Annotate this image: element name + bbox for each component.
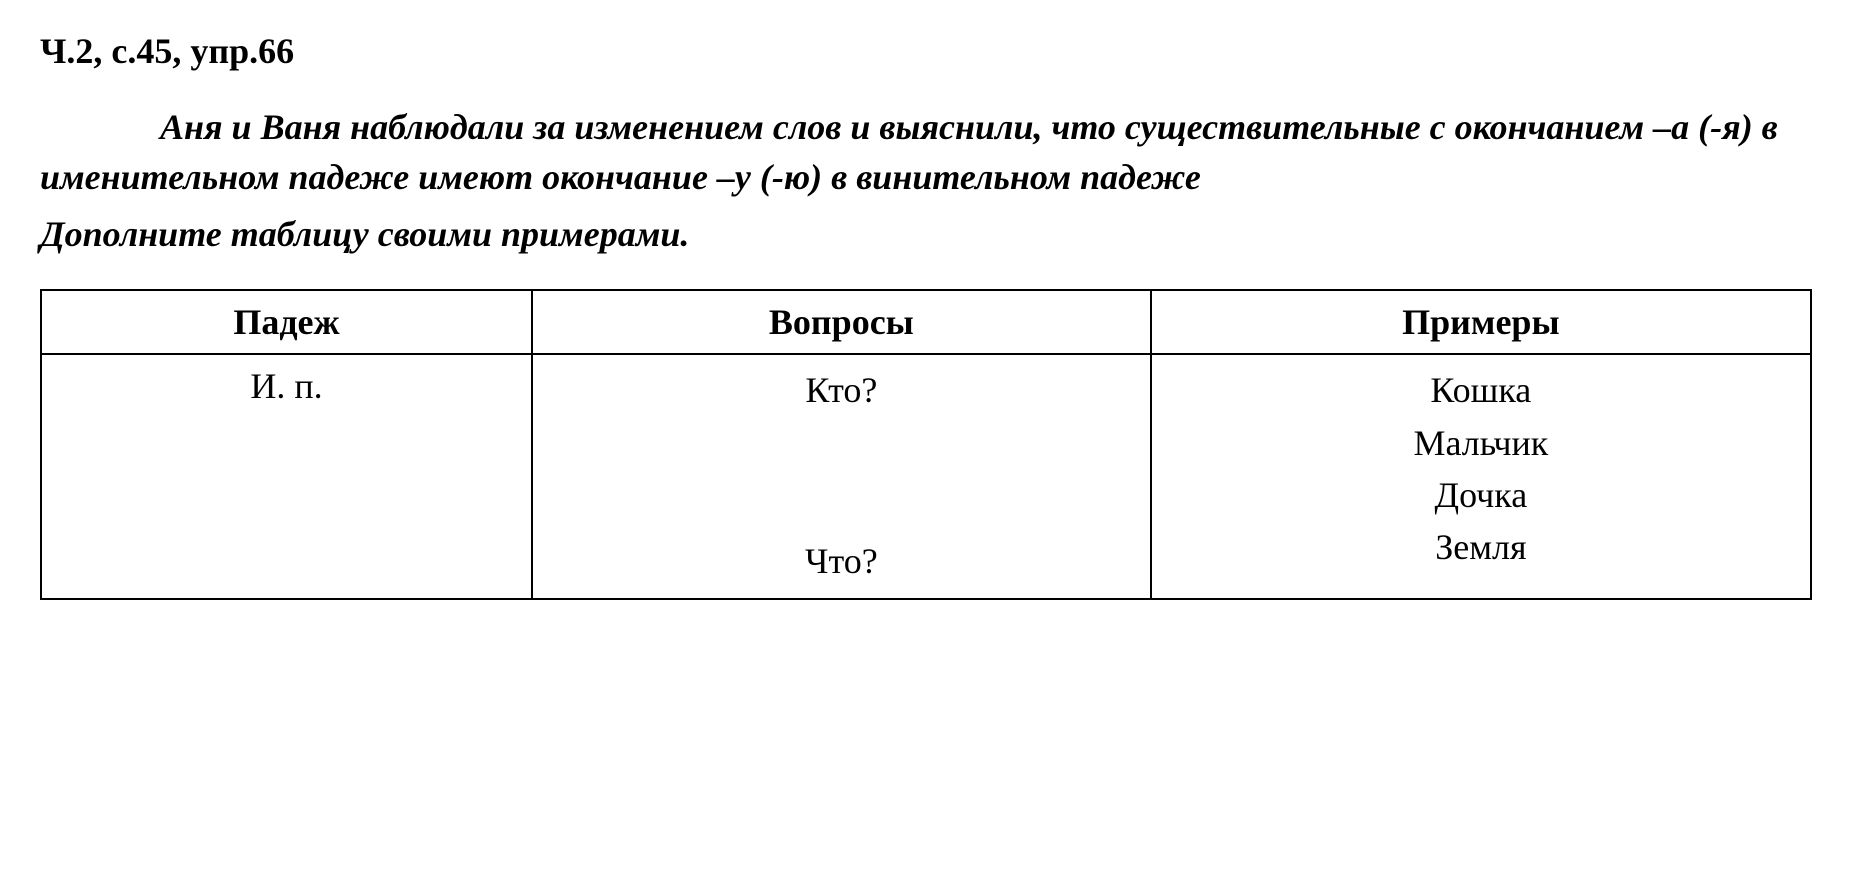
cell-case: И. п. bbox=[41, 354, 532, 599]
example-item: Земля bbox=[1172, 522, 1790, 572]
column-header-questions: Вопросы bbox=[532, 290, 1151, 354]
table-header-row: Падеж Вопросы Примеры bbox=[41, 290, 1811, 354]
table-row: И. п. Кто? Что? Кошка Мальчик Дочка Земл… bbox=[41, 354, 1811, 599]
column-header-examples: Примеры bbox=[1151, 290, 1811, 354]
cell-questions: Кто? Что? bbox=[532, 354, 1151, 599]
example-item: Дочка bbox=[1172, 470, 1790, 520]
cell-examples: Кошка Мальчик Дочка Земля bbox=[1151, 354, 1811, 599]
example-item: Мальчик bbox=[1172, 418, 1790, 468]
example-item: Кошка bbox=[1172, 365, 1790, 415]
question-item: Что? bbox=[553, 536, 1130, 586]
document-header: Ч.2, с.45, упр.66 bbox=[40, 30, 1812, 72]
cases-table: Падеж Вопросы Примеры И. п. Кто? Что? Ко… bbox=[40, 289, 1812, 600]
instruction-paragraph-1: Аня и Ваня наблюдали за изменением слов … bbox=[40, 102, 1812, 203]
instruction-paragraph-2: Дополните таблицу своими примерами. bbox=[40, 209, 1812, 259]
question-item: Кто? bbox=[553, 365, 1130, 415]
column-header-case: Падеж bbox=[41, 290, 532, 354]
